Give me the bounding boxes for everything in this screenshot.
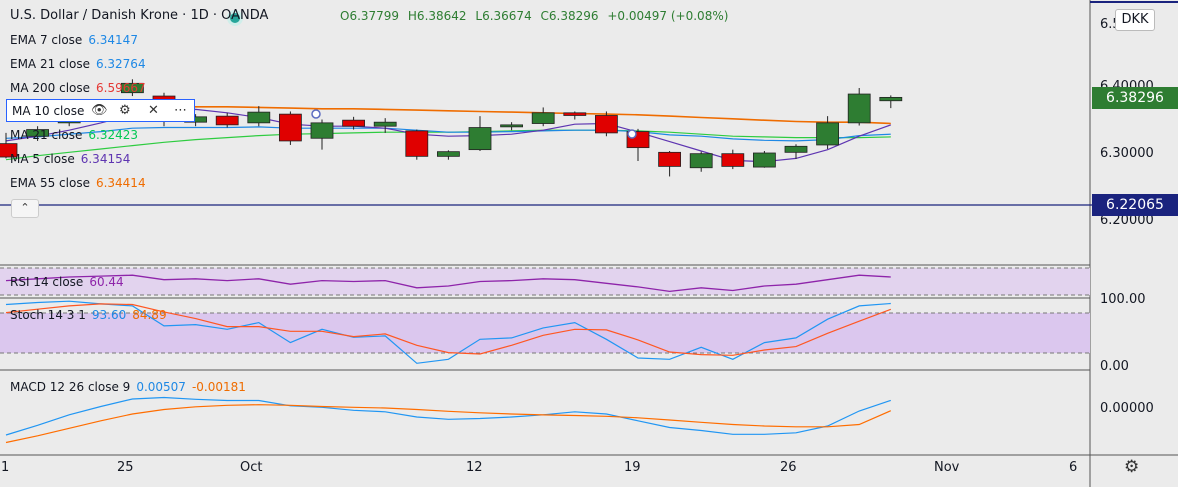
legend-ema55[interactable]: EMA 55 close 6.34414 (10, 176, 146, 190)
candle-body (405, 130, 429, 157)
candle-body (342, 119, 366, 127)
high-value: H6.38642 (407, 9, 467, 23)
price-tick: 6.20000 (1100, 213, 1154, 228)
open-value: O6.37799 (340, 9, 400, 23)
candle-body (373, 121, 397, 127)
market-status-icon (230, 13, 240, 23)
ohlc-readout: O6.37799 H6.38642 L6.36674 C6.38296 +0.0… (340, 9, 733, 23)
ema21-line (5, 126, 891, 142)
stoch-tick: 0.00 (1100, 359, 1129, 374)
legend-ma21[interactable]: MA 21 close 6.32423 (10, 128, 138, 142)
candle-body (26, 129, 50, 137)
close-icon[interactable]: ✕ (148, 103, 159, 118)
x-tick: 25 (117, 460, 134, 475)
low-value: L6.36674 (475, 9, 532, 23)
candle-body (310, 122, 334, 139)
x-tick: Nov (934, 460, 960, 475)
legend-rsi[interactable]: RSI 14 close 60.44 (10, 275, 124, 289)
x-tick: 1 (1, 460, 10, 475)
macd-tick: 0.00000 (1100, 401, 1154, 416)
x-tick: 12 (466, 460, 483, 475)
candle-body (531, 112, 555, 124)
currency-button[interactable]: DKK (1115, 9, 1155, 31)
candle-body (816, 122, 839, 146)
x-tick: 26 (780, 460, 797, 475)
line-price-tag: 6.22065 (1092, 194, 1178, 216)
eye-icon[interactable]: 👁 (91, 103, 108, 118)
candle-body (689, 153, 713, 169)
settings-icon[interactable]: ⚙ (119, 103, 131, 118)
ma-marker (311, 109, 321, 119)
close-value: C6.38296 (540, 9, 599, 23)
candle-body (721, 153, 745, 167)
legend-ma200[interactable]: MA 200 close 6.59667 (10, 81, 146, 95)
rsi-line (5, 274, 891, 293)
x-tick: Oct (240, 460, 263, 475)
stoch-tick: 100.00 (1100, 292, 1146, 307)
macd-line (5, 396, 891, 436)
candle-body (278, 113, 302, 142)
last-price-tag: 6.38296 (1092, 87, 1178, 109)
candle-body (658, 151, 681, 167)
x-tick: 19 (624, 460, 641, 475)
legend-stoch[interactable]: Stoch 14 3 1 93.60 84.89 (10, 308, 167, 322)
candle-body (563, 112, 587, 116)
collapse-legend-button[interactable]: ⌃ (11, 199, 39, 218)
candle-body (436, 151, 460, 157)
legend-ema7[interactable]: EMA 7 close 6.34147 (10, 33, 138, 47)
candle-body (879, 96, 903, 102)
price-tick: 6.30000 (1100, 146, 1154, 161)
candle-body (247, 111, 271, 124)
candle-body (500, 124, 524, 128)
x-tick: 6 (1069, 460, 1078, 475)
settings-gear-icon[interactable]: ⚙ (1124, 457, 1140, 477)
symbol-title[interactable]: U.S. Dollar / Danish Krone · 1D · OANDA (10, 8, 269, 23)
macd-signal-line (5, 404, 892, 444)
change-value: +0.00497 (+0.08%) (607, 9, 729, 23)
candle-body (0, 143, 18, 158)
legend-ema21[interactable]: EMA 21 close 6.32764 (10, 57, 146, 71)
legend-macd[interactable]: MACD 12 26 close 9 0.00507 -0.00181 (10, 380, 246, 394)
legend-ma10[interactable]: MA 10 close 👁 ⚙ ✕ ⋯ (6, 99, 195, 122)
candle-body (215, 115, 239, 126)
candle-body (468, 127, 492, 151)
candle-body (595, 115, 618, 134)
candle-body (847, 93, 871, 124)
ma-marker (627, 129, 637, 139)
stoch-d-line (5, 303, 892, 356)
candle-body (753, 152, 776, 168)
more-icon[interactable]: ⋯ (174, 103, 187, 118)
legend-ma5[interactable]: MA 5 close 6.34154 (10, 152, 131, 166)
candle-body (784, 145, 808, 153)
candle-body (121, 82, 144, 94)
